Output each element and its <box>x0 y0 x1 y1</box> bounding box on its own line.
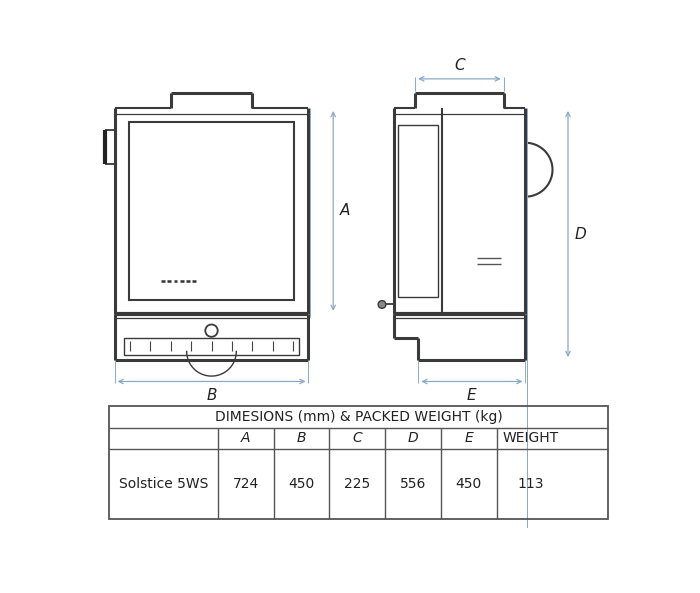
Text: D: D <box>574 227 586 241</box>
Text: 225: 225 <box>344 477 370 491</box>
Text: DIMESIONS (mm) & PACKED WEIGHT (kg): DIMESIONS (mm) & PACKED WEIGHT (kg) <box>215 410 503 424</box>
Text: B: B <box>206 388 217 403</box>
Bar <box>129 122 295 300</box>
Bar <box>109 406 608 519</box>
Text: WEIGHT: WEIGHT <box>503 432 559 445</box>
Text: A: A <box>340 203 350 218</box>
Text: C: C <box>352 432 362 445</box>
Text: Solstice 5WS: Solstice 5WS <box>119 477 208 491</box>
Bar <box>398 125 438 296</box>
Circle shape <box>378 301 386 308</box>
Text: 724: 724 <box>232 477 259 491</box>
Bar <box>124 339 299 355</box>
Text: A: A <box>241 432 251 445</box>
Text: E: E <box>464 432 473 445</box>
Text: 556: 556 <box>400 477 426 491</box>
Text: 113: 113 <box>517 477 544 491</box>
Text: D: D <box>407 432 419 445</box>
Text: B: B <box>297 432 306 445</box>
Text: C: C <box>454 58 465 73</box>
Text: 450: 450 <box>456 477 482 491</box>
Text: 450: 450 <box>288 477 314 491</box>
Text: E: E <box>467 388 477 403</box>
